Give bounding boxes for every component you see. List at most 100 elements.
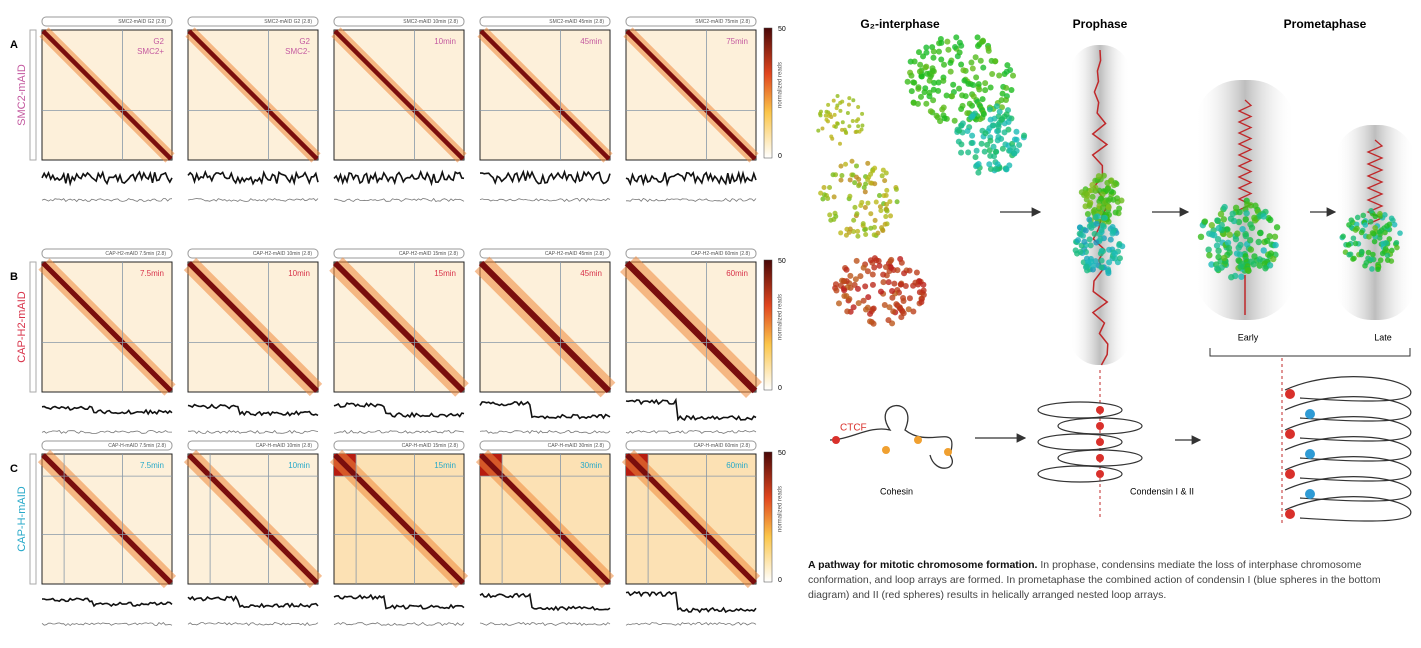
chromatin bbox=[898, 281, 904, 287]
time-label: 60min bbox=[726, 269, 748, 278]
chromatin bbox=[1087, 201, 1093, 207]
chromatin bbox=[1106, 204, 1112, 210]
chromatin bbox=[1082, 190, 1088, 196]
panel-header-text: CAP-H2-mAID 10min (2.8) bbox=[253, 251, 313, 257]
chromatin bbox=[920, 282, 926, 288]
chromatin bbox=[1087, 236, 1093, 242]
chromatin bbox=[860, 112, 864, 116]
chromatin bbox=[973, 154, 979, 160]
chromatin bbox=[856, 117, 860, 121]
chromatin bbox=[917, 68, 923, 74]
chromatin bbox=[949, 93, 955, 99]
chromatin bbox=[847, 103, 851, 107]
chromatin bbox=[912, 280, 918, 286]
chromatin bbox=[1363, 222, 1369, 228]
chromatin bbox=[863, 181, 868, 186]
chromatin bbox=[819, 110, 823, 114]
substage-label: Early bbox=[1238, 332, 1259, 342]
chromatin bbox=[968, 60, 974, 66]
chromatin bbox=[1249, 225, 1255, 231]
chromatin bbox=[1251, 253, 1257, 259]
chromatin bbox=[923, 101, 929, 107]
chromatin bbox=[841, 278, 847, 284]
chromatin bbox=[1116, 242, 1122, 248]
chromatin bbox=[895, 199, 900, 204]
chromatin bbox=[1002, 129, 1008, 135]
time-label: 10min bbox=[288, 461, 310, 470]
chromatin bbox=[868, 211, 873, 216]
chromatin bbox=[874, 200, 879, 205]
chromatin bbox=[844, 267, 850, 273]
chromatin bbox=[851, 98, 855, 102]
chromatin bbox=[853, 276, 859, 282]
chromatin bbox=[938, 36, 944, 42]
chromatin bbox=[872, 232, 877, 237]
chromatin bbox=[838, 178, 843, 183]
chromatin bbox=[1272, 242, 1278, 248]
time-label: 75min bbox=[726, 37, 748, 46]
chromatin bbox=[889, 288, 895, 294]
chromatin bbox=[843, 162, 848, 167]
chromatin bbox=[851, 218, 856, 223]
chromatin bbox=[1385, 257, 1391, 263]
chromatin bbox=[865, 161, 870, 166]
chromatin bbox=[855, 286, 861, 292]
chromatin bbox=[1375, 266, 1381, 272]
chromatin bbox=[1083, 264, 1089, 270]
chromatin bbox=[1206, 252, 1212, 258]
loop-diagram bbox=[830, 406, 952, 469]
time-label: SMC2+ bbox=[137, 47, 164, 56]
track-derivative bbox=[42, 199, 172, 202]
chromatin bbox=[1387, 222, 1393, 228]
time-label: 45min bbox=[580, 37, 602, 46]
chromatin bbox=[846, 111, 850, 115]
panel-header-text: CAP-H-mAID 7.5min (2.8) bbox=[108, 443, 166, 449]
chromatin bbox=[871, 305, 877, 311]
chromatin bbox=[1346, 242, 1352, 248]
chromatin bbox=[1093, 214, 1099, 220]
chromatin bbox=[844, 308, 850, 314]
chromatin bbox=[936, 49, 942, 55]
chromatin bbox=[938, 56, 944, 62]
chromatin bbox=[1372, 225, 1378, 231]
time-label: 15min bbox=[434, 461, 456, 470]
chromatin bbox=[922, 64, 928, 70]
chromatin bbox=[851, 304, 857, 310]
chromatin bbox=[940, 78, 946, 84]
chromatin bbox=[885, 209, 890, 214]
chromatin bbox=[847, 273, 853, 279]
chromatin bbox=[873, 257, 879, 263]
chromatin bbox=[854, 211, 859, 216]
chromatin bbox=[1248, 246, 1254, 252]
chromatin bbox=[867, 318, 873, 324]
chromatin bbox=[1104, 180, 1110, 186]
chromatin bbox=[1237, 251, 1243, 257]
track-derivative bbox=[480, 623, 610, 626]
cohesin-sphere bbox=[914, 436, 922, 444]
chromatin bbox=[982, 87, 988, 93]
chromatin bbox=[1394, 240, 1400, 246]
caption: A pathway for mitotic chromosome formati… bbox=[808, 558, 1408, 603]
colorbar bbox=[764, 452, 772, 582]
chromatin bbox=[969, 140, 975, 146]
chromatin bbox=[854, 175, 859, 180]
chromatin bbox=[958, 150, 964, 156]
chromatin bbox=[856, 124, 860, 128]
chromatin bbox=[1351, 235, 1357, 241]
chromatin bbox=[836, 94, 840, 98]
chromatin bbox=[870, 271, 876, 277]
condensin-ii-sphere bbox=[1096, 470, 1104, 478]
chromatin bbox=[829, 135, 833, 139]
chromatin bbox=[992, 58, 998, 64]
condensin-ii-sphere bbox=[1285, 389, 1295, 399]
chromatin bbox=[1368, 219, 1374, 225]
chromatin bbox=[914, 270, 920, 276]
chromatin bbox=[847, 194, 852, 199]
chromatin bbox=[855, 234, 860, 239]
chromatin bbox=[831, 217, 836, 222]
condensin-ii-sphere bbox=[1096, 438, 1104, 446]
chromatin bbox=[901, 310, 907, 316]
chromatin bbox=[945, 47, 951, 53]
chromatin bbox=[1262, 265, 1268, 271]
chromatin bbox=[969, 114, 975, 120]
